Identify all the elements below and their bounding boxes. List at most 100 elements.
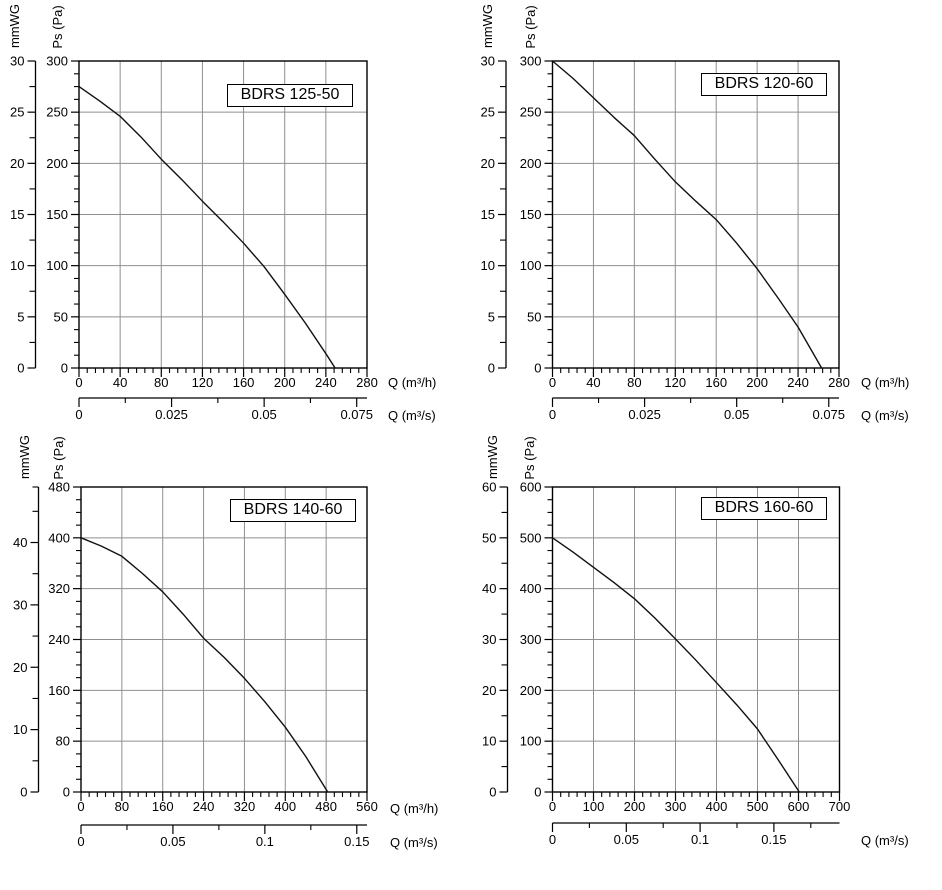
mmwg-tick-label: 10 xyxy=(13,722,27,737)
grid xyxy=(552,487,840,792)
chart-title-box: BDRS 120-60 xyxy=(701,73,827,96)
pa-tick-label: 80 xyxy=(56,734,70,749)
x-axis-m3s: 0 0.025 0.05 0.075 xyxy=(549,397,845,422)
x-axis-unit-label-m3s: Q (m³/s) xyxy=(861,408,909,423)
x-tick-label: 500 xyxy=(747,799,769,814)
x-tick-label: 600 xyxy=(788,799,810,814)
x-tick-label: 80 xyxy=(154,375,168,390)
x-tick-label: 120 xyxy=(192,375,214,390)
pa-tick-label: 0 xyxy=(61,361,68,376)
pa-tick-label: 500 xyxy=(520,530,542,545)
x-axis-unit-label-m3s: Q (m³/s) xyxy=(861,833,909,848)
mmwg-tick-label: 15 xyxy=(481,207,495,222)
m3s-tick-label: 0.05 xyxy=(614,832,639,847)
m3s-tick-label: 0.1 xyxy=(256,834,274,849)
m3s-tick-label: 0 xyxy=(77,834,84,849)
x-tick-label: 480 xyxy=(315,799,337,814)
m3s-tick-label: 0.05 xyxy=(724,407,749,422)
pa-tick-label: 0 xyxy=(534,785,541,800)
pa-tick-label: 150 xyxy=(520,207,542,222)
pa-tick-label: 200 xyxy=(46,156,68,171)
x-tick-label: 100 xyxy=(583,799,605,814)
pa-tick-label: 400 xyxy=(520,581,542,596)
x-tick-label: 0 xyxy=(549,375,556,390)
pa-tick-label: 600 xyxy=(520,480,542,495)
chart-bdrs-140-60: 0 80 160 240 320 400 480 5600801602403204004800… xyxy=(13,480,378,850)
y-axis-pa: 0 100 200 300 400 500 600 xyxy=(520,480,553,800)
pa-tick-label: 50 xyxy=(527,309,541,324)
x-tick-label: 40 xyxy=(113,375,127,390)
y-axis-title-pa: Ps (Pa) xyxy=(50,5,65,49)
x-tick-label: 280 xyxy=(828,375,850,390)
grid xyxy=(81,487,367,792)
pa-tick-label: 250 xyxy=(46,105,68,120)
mmwg-tick-label: 40 xyxy=(13,535,27,550)
mmwg-tick-label: 20 xyxy=(13,660,27,675)
mmwg-tick-label: 5 xyxy=(488,309,495,324)
x-tick-label: 160 xyxy=(705,375,727,390)
y-axis-title-mmwg: mmWG xyxy=(480,3,495,49)
mmwg-tick-label: 50 xyxy=(482,530,496,545)
fan-curve xyxy=(552,537,800,793)
pa-tick-label: 300 xyxy=(46,54,68,69)
chart-bdrs-120-60: 0 40 80 120 160 200 240 28005010015020025030005… xyxy=(481,54,850,423)
y-axis-mmwg: 0 5 10 15 20 25 30 xyxy=(481,54,507,376)
mmwg-tick-label: 0 xyxy=(17,361,24,376)
m3s-tick-label: 0.15 xyxy=(761,832,786,847)
x-tick-label: 160 xyxy=(152,799,174,814)
y-axis-pa: 0 80 160 240 320 400 480 xyxy=(48,480,81,800)
x-tick-label: 160 xyxy=(233,375,255,390)
m3s-tick-label: 0.1 xyxy=(691,832,709,847)
x-axis-unit-label-m3s: Q (m³/s) xyxy=(390,835,438,850)
grid xyxy=(79,61,367,368)
chart-title-box: BDRS 160-60 xyxy=(701,497,827,520)
pa-tick-label: 240 xyxy=(48,632,70,647)
pa-tick-label: 200 xyxy=(520,156,542,171)
x-axis-m3s: 0 0.05 0.1 0.15 xyxy=(77,824,369,849)
x-tick-label: 240 xyxy=(193,799,215,814)
x-axis-m3h: 0 40 80 120 160 200 240 280 xyxy=(549,368,850,390)
m3s-tick-label: 0.025 xyxy=(628,407,661,422)
pa-tick-label: 300 xyxy=(520,632,542,647)
x-axis-unit-label-m3h: Q (m³/h) xyxy=(388,375,437,390)
x-tick-label: 700 xyxy=(829,799,851,814)
m3s-tick-label: 0.075 xyxy=(340,407,373,422)
y-axis-title-mmwg: mmWG xyxy=(7,3,22,49)
mmwg-tick-label: 25 xyxy=(10,105,24,120)
x-tick-label: 200 xyxy=(624,799,646,814)
x-tick-label: 0 xyxy=(75,375,82,390)
x-tick-label: 560 xyxy=(356,799,378,814)
x-tick-label: 120 xyxy=(664,375,686,390)
mmwg-tick-label: 20 xyxy=(10,156,24,171)
m3s-tick-label: 0.15 xyxy=(344,834,369,849)
pa-tick-label: 0 xyxy=(63,785,70,800)
mmwg-tick-label: 5 xyxy=(17,309,24,324)
mmwg-tick-label: 10 xyxy=(10,258,24,273)
chart-title-box: BDRS 125-50 xyxy=(227,84,353,107)
x-tick-label: 320 xyxy=(234,799,256,814)
x-tick-label: 200 xyxy=(746,375,768,390)
x-axis-unit-label-m3h: Q (m³/h) xyxy=(390,801,439,816)
pa-tick-label: 100 xyxy=(520,258,542,273)
y-axis-pa: 0 50 100 150 200 250 300 xyxy=(46,54,79,376)
pa-tick-label: 300 xyxy=(520,54,542,69)
mmwg-tick-label: 15 xyxy=(10,207,24,222)
x-tick-label: 400 xyxy=(706,799,728,814)
m3s-tick-label: 0.05 xyxy=(251,407,276,422)
pa-tick-label: 100 xyxy=(46,258,68,273)
y-axis-mmwg: 0 10 20 30 40 xyxy=(13,486,40,800)
mmwg-tick-label: 60 xyxy=(482,480,496,495)
y-axis-mmwg: 0 10 20 30 40 50 60 xyxy=(482,480,509,800)
x-tick-label: 400 xyxy=(274,799,296,814)
mmwg-tick-label: 25 xyxy=(481,105,495,120)
x-tick-label: 300 xyxy=(665,799,687,814)
y-axis-mmwg: 0 5 10 15 20 25 30 xyxy=(10,54,37,376)
x-tick-label: 0 xyxy=(77,799,84,814)
pa-tick-label: 320 xyxy=(48,581,70,596)
m3s-tick-label: 0 xyxy=(549,407,556,422)
pa-tick-label: 150 xyxy=(46,207,68,222)
mmwg-tick-label: 30 xyxy=(482,632,496,647)
pa-tick-label: 400 xyxy=(48,530,70,545)
mmwg-tick-label: 30 xyxy=(481,54,495,69)
x-tick-label: 0 xyxy=(549,799,556,814)
